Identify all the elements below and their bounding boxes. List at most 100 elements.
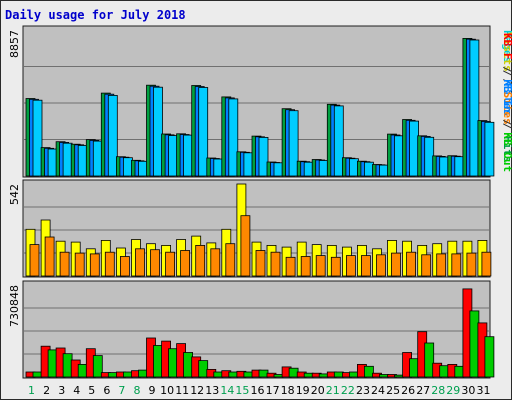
- bar-sites-day-16: [255, 250, 266, 277]
- bar-kb-out-day-4: [77, 363, 88, 378]
- y-max-label: 8857: [8, 30, 21, 58]
- bar-sites-day-20: [315, 255, 326, 277]
- x-tick-label: 30: [461, 384, 475, 397]
- bar-pages-day-31: [484, 121, 495, 177]
- bar-kb-out-day-7: [123, 371, 133, 378]
- x-tick-label: 21: [326, 384, 340, 397]
- bar-kb-out-day-5: [92, 355, 103, 378]
- x-tick-label: 13: [205, 384, 219, 397]
- y-max-label: 730848: [8, 285, 21, 327]
- x-tick-label: 2: [43, 384, 50, 397]
- bar-pages-day-1: [32, 99, 43, 177]
- x-tick-label: 27: [416, 384, 430, 397]
- x-tick-label: 16: [251, 384, 265, 397]
- bar-pages-day-9: [153, 86, 163, 177]
- bar-sites-day-3: [59, 251, 70, 277]
- bar-pages-day-3: [62, 142, 73, 177]
- bar-pages-day-11: [183, 134, 194, 177]
- bar-kb-out-day-6: [107, 372, 118, 378]
- x-tick-label: 31: [477, 384, 491, 397]
- legend-part: /: [501, 60, 512, 80]
- x-tick-label: 17: [266, 384, 280, 397]
- bar-kb-out-day-27: [424, 342, 435, 378]
- bar-pages-day-12: [198, 87, 209, 177]
- bar-kb-out-day-3: [62, 353, 73, 378]
- bar-kb-out-day-11: [183, 352, 194, 378]
- x-tick-label: 28: [431, 384, 445, 397]
- bar-pages-day-20: [318, 160, 329, 177]
- bar-kb-out-day-21: [333, 371, 344, 378]
- bar-sites-day-10: [165, 251, 176, 277]
- panel-visits-sites: 542 Visits / Sites: [8, 32, 512, 278]
- bar-kb-out-day-17: [273, 374, 284, 378]
- bar-sites-day-22: [345, 255, 356, 277]
- legend-part: KB Out: [501, 132, 512, 172]
- legend-part: Files: [501, 83, 512, 116]
- bar-pages-day-29: [454, 156, 465, 177]
- x-tick-label: 18: [281, 384, 295, 397]
- bar-sites-day-24: [376, 254, 386, 277]
- legend-part: KB In: [501, 79, 512, 112]
- x-tick-label: 7: [118, 384, 125, 397]
- bar-kb-out-day-18: [288, 367, 299, 378]
- bar-pages-day-23: [363, 161, 374, 177]
- bar-pages-day-28: [439, 156, 450, 177]
- x-tick-label: 9: [149, 384, 156, 397]
- bar-sites-day-15: [240, 215, 251, 277]
- x-tick-label: 6: [103, 384, 110, 397]
- x-tick-label: 15: [235, 384, 249, 397]
- chart-title: Daily usage for July 2018: [5, 8, 186, 22]
- bar-pages-day-25: [394, 135, 404, 177]
- legend-part: Pages: [501, 30, 512, 63]
- bar-sites-day-5: [89, 253, 100, 277]
- bar-kb-out-day-15: [243, 371, 254, 378]
- x-tick-label: 1: [28, 384, 35, 397]
- x-tick-label: 14: [220, 384, 234, 397]
- x-tick-label: 26: [401, 384, 415, 397]
- legend-part: /: [501, 63, 512, 83]
- x-tick-label: 22: [341, 384, 355, 397]
- bar-kb-out-day-31: [484, 336, 495, 378]
- x-tick-label: 24: [371, 384, 385, 397]
- legend-part: Sites: [501, 92, 512, 125]
- x-tick-label: 4: [73, 384, 80, 397]
- x-tick-label: 5: [88, 384, 95, 397]
- bar-sites-day-28: [436, 253, 447, 277]
- bar-sites-day-6: [104, 251, 115, 277]
- bar-sites-day-21: [330, 256, 341, 277]
- panel-pages-files-hits: 8857 Pages / Files / Hits: [8, 25, 512, 178]
- bar-sites-day-25: [391, 252, 401, 277]
- bar-kb-out-day-29: [454, 365, 465, 378]
- legend-part: /: [501, 116, 512, 136]
- bar-sites-day-30: [466, 252, 477, 277]
- x-tick-label: 19: [296, 384, 310, 397]
- bar-sites-day-19: [300, 256, 311, 277]
- x-tick-label: 29: [446, 384, 460, 397]
- bar-sites-day-11: [180, 250, 191, 277]
- bar-sites-day-4: [74, 252, 85, 277]
- bar-kb-out-day-12: [198, 360, 209, 378]
- bar-pages-day-21: [333, 105, 344, 177]
- series-legend-label: Visits / Sites: [501, 32, 512, 125]
- bar-sites-day-8: [135, 248, 145, 277]
- panel-kbf-kbin-kbout: 730848 KB F / KB In / KB Out: [8, 33, 512, 379]
- bar-pages-day-17: [273, 162, 284, 177]
- bar-kb-out-day-26: [409, 358, 420, 378]
- series-legend-label: KB F / KB In / KB Out: [501, 33, 512, 172]
- bar-pages-day-15: [243, 152, 254, 177]
- bar-sites-day-9: [150, 249, 160, 277]
- bar-pages-day-18: [288, 110, 299, 177]
- bar-kb-out-day-1: [32, 371, 43, 378]
- bar-pages-day-16: [258, 136, 269, 177]
- legend-part: Visits: [501, 32, 512, 72]
- bar-pages-day-4: [77, 145, 88, 177]
- series-legend-label: Pages / Files / Hits: [501, 30, 512, 163]
- bar-pages-day-30: [469, 39, 480, 177]
- x-axis-ticks: 1 2 3 4 5 6 7 8 9 10 11 12 13 14 15 16 17 18 19 20 21 22 23 24 2…: [28, 384, 491, 397]
- bar-pages-day-14: [228, 98, 239, 177]
- x-tick-label: 23: [356, 384, 370, 397]
- x-tick-label: 10: [160, 384, 174, 397]
- bar-sites-day-1: [29, 244, 40, 277]
- x-tick-label: 25: [386, 384, 400, 397]
